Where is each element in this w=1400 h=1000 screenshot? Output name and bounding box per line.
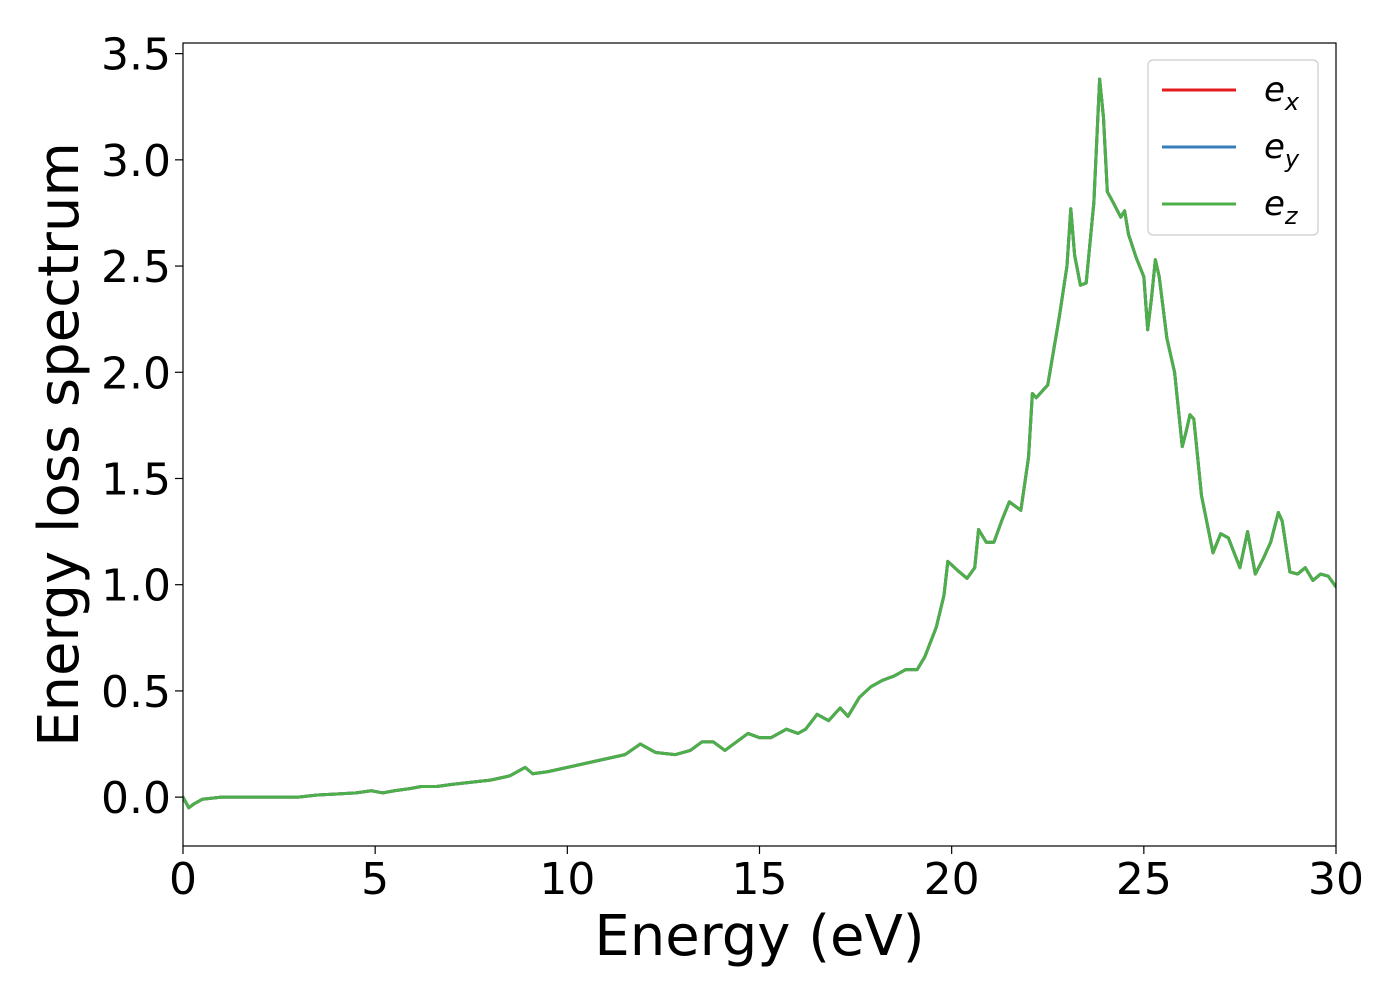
x-tick-label: 10 — [539, 854, 595, 905]
y-tick-label: 2.5 — [101, 242, 171, 293]
series-layer — [183, 77, 1336, 810]
legend-label-subscript: x — [1284, 88, 1300, 116]
x-tick-label: 30 — [1308, 854, 1364, 905]
series-line-e-z — [183, 77, 1336, 810]
y-tick-label: 0.5 — [101, 667, 171, 718]
y-tick-label: 1.0 — [101, 561, 171, 612]
legend-label-subscript: y — [1284, 145, 1300, 173]
y-tick-label: 0.0 — [101, 773, 171, 824]
legend-label-subscript: z — [1284, 202, 1299, 230]
x-tick-label: 20 — [924, 854, 980, 905]
y-tick-label: 2.0 — [101, 348, 171, 399]
y-axis-ticks: 0.0 0.5 1.0 1.5 2.0 2.5 3.0 3.5 — [101, 30, 183, 824]
y-tick-label: 1.5 — [101, 454, 171, 505]
y-tick-label: 3.5 — [101, 30, 171, 81]
x-tick-label: 5 — [361, 854, 389, 905]
y-axis-label: Energy loss spectrum — [27, 142, 92, 747]
x-tick-label: 25 — [1116, 854, 1172, 905]
x-axis-ticks: 0 5 10 15 20 25 30 — [169, 846, 1364, 905]
x-tick-label: 15 — [732, 854, 788, 905]
x-axis-label: Energy (eV) — [594, 904, 924, 969]
y-tick-label: 3.0 — [101, 136, 171, 187]
x-tick-label: 0 — [169, 854, 197, 905]
